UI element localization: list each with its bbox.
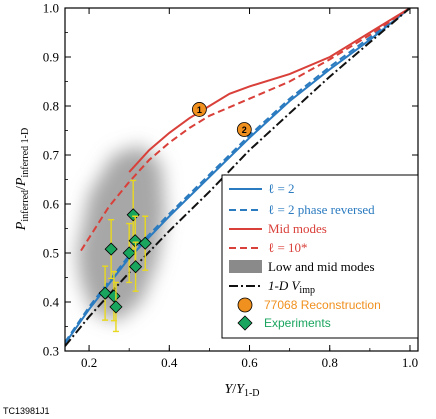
- x-axis-label: Y/Y1-D: [224, 382, 259, 399]
- experiment-point: [109, 300, 123, 314]
- experiment-point: [107, 289, 121, 303]
- reconstruction-label-2: 2: [242, 125, 247, 135]
- experiment-point: [104, 242, 118, 256]
- y-tick-label: 0.3: [43, 344, 59, 359]
- experiment-point: [129, 260, 143, 274]
- legend-box: [221, 174, 419, 339]
- experiments-points: [98, 179, 152, 333]
- reconstruction-label-1: 1: [197, 105, 202, 115]
- experiment-point: [122, 246, 136, 260]
- series-line-0: [65, 8, 411, 345]
- y-tick-label: 0.8: [43, 99, 59, 114]
- reconstruction-points: 12: [191, 102, 252, 137]
- legend-label-experiments: Experiments: [264, 316, 331, 330]
- y-axis-label: Pinferred/Pinferred 1-D: [14, 128, 31, 231]
- legend-swatch-band: [229, 260, 262, 273]
- series-line-3: [80, 8, 411, 252]
- y-tick-label: 0.7: [43, 148, 60, 163]
- x-tick-label: 0.4: [161, 355, 178, 370]
- series-line-4: [65, 8, 411, 347]
- legend-label-l10: ℓ = 10*: [268, 240, 308, 255]
- series-line-1: [65, 8, 411, 343]
- legend-swatch-experiments: [237, 315, 253, 331]
- experiment-point: [98, 286, 112, 300]
- y-tick-label: 0.9: [43, 50, 59, 65]
- reconstruction-point-1: [191, 102, 207, 117]
- series-line-2: [128, 8, 411, 173]
- axis-ticks: 0.2 0.4 0.6 0.8 1.0 0.3 0.4 0.5 0.6 0.7 0.8 0.9 1.0: [43, 1, 418, 371]
- legend-label-mid-modes: Mid modes: [268, 221, 327, 236]
- reconstruction-point-2: [236, 122, 252, 137]
- figure-id: TC13981J1: [3, 406, 50, 416]
- legend-label-band: Low and mid modes: [268, 259, 375, 274]
- legend-label-1d-vimp: 1-D Vimp: [268, 278, 315, 296]
- legend-label-reconstruction: 77068 Reconstruction: [264, 298, 381, 312]
- x-tick-label: 1.0: [402, 355, 418, 370]
- experiment-point: [126, 208, 140, 222]
- series-lines: [65, 8, 411, 347]
- y-tick-label: 0.5: [43, 246, 59, 261]
- legend-label-l2-phase-reversed: ℓ = 2 phase reversed: [268, 202, 375, 217]
- experiment-point: [138, 236, 152, 250]
- y-tick-label: 1.0: [43, 1, 59, 16]
- x-tick-label: 0.6: [241, 355, 258, 370]
- legend: ℓ = 2 ℓ = 2 phase reversed Mid modes ℓ =…: [221, 174, 419, 339]
- legend-swatch-reconstruction: [237, 297, 253, 313]
- y-tick-label: 0.4: [43, 295, 60, 310]
- x-tick-label: 0.2: [81, 355, 97, 370]
- band-low-mid-modes: [77, 145, 166, 322]
- x-tick-label: 0.8: [322, 355, 338, 370]
- y-tick-label: 0.6: [43, 197, 60, 212]
- legend-label-l2: ℓ = 2: [268, 181, 295, 196]
